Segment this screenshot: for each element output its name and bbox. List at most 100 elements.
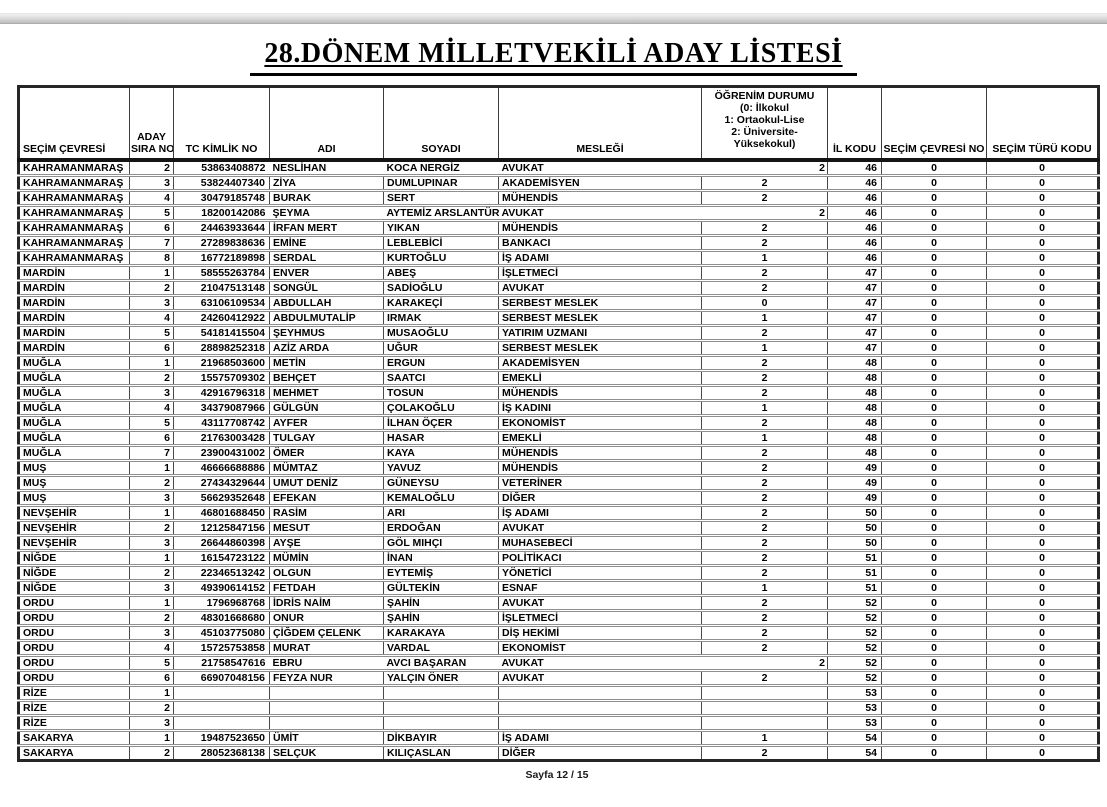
cell-meslek: EKONOMİST — [498, 413, 702, 430]
cell-cevre: MARDİN — [18, 308, 130, 325]
cell-cevre_no: 0 — [881, 593, 987, 610]
cell-tur: 0 — [986, 473, 1099, 490]
cell-soyadi: ARI — [383, 503, 499, 520]
cell-il: 52 — [827, 593, 882, 610]
cell-tc: 42916796318 — [173, 383, 270, 400]
cell-sira: 5 — [129, 203, 174, 220]
cell-meslek: İŞ ADAMI — [498, 248, 702, 265]
cell-sira: 1 — [129, 458, 174, 475]
cell-sira: 3 — [129, 533, 174, 550]
cell-soyadi: KARAKAYA — [383, 623, 499, 640]
cell-il: 48 — [827, 353, 882, 370]
cell-tur: 0 — [986, 698, 1099, 715]
cell-tur: 0 — [986, 653, 1099, 670]
cell-cevre_no: 0 — [881, 548, 987, 565]
header-row: SEÇİM ÇEVRESİ ADAY SIRA NO TC KİMLİK NO … — [18, 86, 1099, 162]
cell-tur: 0 — [986, 593, 1099, 610]
header-ogrenim-line4: 2: Üniversite- — [731, 126, 798, 138]
cell-sira: 1 — [129, 683, 174, 700]
cell-ogrenim: 1 — [701, 578, 828, 595]
cell-tur: 0 — [986, 548, 1099, 565]
cell-sira: 5 — [129, 413, 174, 430]
cell-sira: 3 — [129, 488, 174, 505]
cell-soyadi: UĞUR — [383, 338, 499, 355]
cell-cevre_no: 0 — [881, 158, 987, 175]
cell-tur: 0 — [986, 713, 1099, 730]
cell-tur: 0 — [986, 668, 1099, 685]
cell-tc: 43117708742 — [173, 413, 270, 430]
cell-cevre_no: 0 — [881, 323, 987, 340]
cell-tc: 24463933644 — [173, 218, 270, 235]
cell-sira: 3 — [129, 383, 174, 400]
cell-sira: 4 — [129, 638, 174, 655]
cell-soyadi: SERT — [383, 188, 499, 205]
cell-adi: GÜLGÜN — [269, 398, 384, 415]
cell-tur: 0 — [986, 353, 1099, 370]
cell-ogrenim: 2 — [701, 593, 828, 610]
cell-il: 47 — [827, 308, 882, 325]
cell-adi: SERDAL — [269, 248, 384, 265]
cell-soyadi: AYTEMİZ ARSLANTÜRK — [383, 203, 499, 220]
table-row: NEVŞEHİR 3 26644860398 AYŞE GÖL MIHÇI MUHASEB… — [18, 533, 1099, 550]
table-row: MUĞLA 5 43117708742 AYFER İLHAN ÖÇER EKONOMİS… — [18, 413, 1099, 430]
table-row: MUĞLA 7 23900431002 ÖMER KAYA MÜHENDİS 2 48 0 0 — [18, 443, 1099, 460]
cell-meslek: AVUKAT — [498, 653, 702, 670]
cell-cevre: NİĞDE — [18, 563, 130, 580]
table-body: KAHRAMANMARAŞ 2 53863408872 NESLİHAN KOCA NE… — [18, 158, 1099, 762]
cell-ogrenim: 1 — [701, 248, 828, 265]
page-title: 28.DÖNEM MİLLETVEKİLİ ADAY LİSTESİ — [264, 38, 843, 69]
cell-sira: 2 — [129, 518, 174, 535]
cell-sira: 1 — [129, 263, 174, 280]
cell-soyadi — [383, 683, 499, 700]
cell-tc: 16772189898 — [173, 248, 270, 265]
cell-cevre: NİĞDE — [18, 548, 130, 565]
cell-ogrenim: 2 — [701, 743, 828, 762]
table-row: MUŞ 1 46666688886 MÜMTAZ YAVUZ MÜHENDİS 2 49 0 0 — [18, 458, 1099, 475]
cell-cevre_no: 0 — [881, 683, 987, 700]
cell-meslek: BANKACI — [498, 233, 702, 250]
cell-meslek: DİĞER — [498, 743, 702, 762]
table-row: KAHRAMANMARAŞ 7 27289838636 EMİNE LEBLEBİCİ B… — [18, 233, 1099, 250]
cell-sira: 2 — [129, 563, 174, 580]
cell-ogrenim: 2 — [701, 623, 828, 640]
cell-adi: FEYZA NUR — [269, 668, 384, 685]
table-row: MUŞ 3 56629352648 EFEKAN KEMALOĞLU DİĞER 2 49 0 0 — [18, 488, 1099, 505]
cell-meslek: ESNAF — [498, 578, 702, 595]
cell-soyadi: KOCA NERGİZ — [383, 158, 499, 175]
cell-soyadi: EYTEMİŞ — [383, 563, 499, 580]
cell-il: 46 — [827, 173, 882, 190]
cell-meslek: İŞLETMECİ — [498, 263, 702, 280]
header-ogrenim-durumu: ÖĞRENİM DURUMU (0: İlkokul 1: Ortaokul-L… — [701, 86, 828, 162]
cell-tc: 21758547616 — [173, 653, 270, 670]
cell-cevre_no: 0 — [881, 248, 987, 265]
cell-adi — [269, 698, 384, 715]
cell-sira: 6 — [129, 338, 174, 355]
cell-tur: 0 — [986, 383, 1099, 400]
cell-tc: 46801688450 — [173, 503, 270, 520]
cell-cevre_no: 0 — [881, 263, 987, 280]
cell-il: 53 — [827, 698, 882, 715]
cell-ogrenim: 2 — [701, 278, 828, 295]
cell-cevre: ORDU — [18, 608, 130, 625]
cell-tc: 22346513242 — [173, 563, 270, 580]
cell-soyadi: KAYA — [383, 443, 499, 460]
cell-tc: 1796968768 — [173, 593, 270, 610]
cell-cevre: KAHRAMANMARAŞ — [18, 233, 130, 250]
cell-cevre_no: 0 — [881, 533, 987, 550]
cell-adi: METİN — [269, 353, 384, 370]
cell-meslek — [498, 683, 702, 700]
cell-soyadi: AVCI BAŞARAN — [383, 653, 499, 670]
cell-meslek: AVUKAT — [498, 158, 702, 175]
cell-tc: 28898252318 — [173, 338, 270, 355]
cell-sira: 5 — [129, 653, 174, 670]
cell-soyadi: İNAN — [383, 548, 499, 565]
cell-ogrenim: 2 — [701, 188, 828, 205]
cell-soyadi: KARAKEÇİ — [383, 293, 499, 310]
cell-il: 48 — [827, 383, 882, 400]
cell-ogrenim: 0 — [701, 293, 828, 310]
title-underline: 28.DÖNEM MİLLETVEKİLİ ADAY LİSTESİ — [250, 38, 857, 76]
cell-meslek: MÜHENDİS — [498, 458, 702, 475]
table-row: NİĞDE 3 49390614152 FETDAH GÜLTEKİN ESNAF 1 51 0… — [18, 578, 1099, 595]
header-adi: ADI — [269, 86, 384, 162]
cell-tc: 34379087966 — [173, 398, 270, 415]
